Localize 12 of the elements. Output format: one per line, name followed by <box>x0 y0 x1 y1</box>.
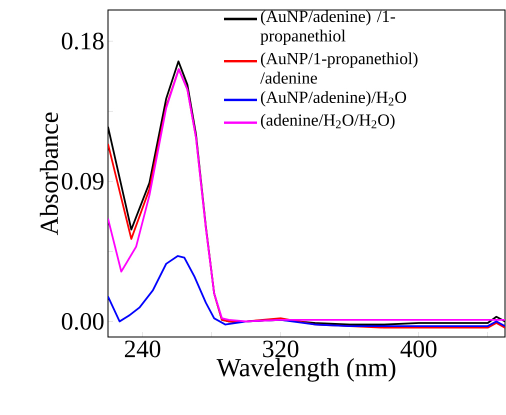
y-tick-label: 0.18 <box>62 32 104 50</box>
legend-label: (adenine/H$_{2}$O/H$_{2}$O) <box>260 114 395 130</box>
y-axis-title: Absorbance <box>40 112 58 236</box>
y-tick-label: 0.00 <box>62 312 104 330</box>
y-tick-label: 0.09 <box>62 172 104 190</box>
x-tick-label: 240 <box>124 340 160 358</box>
legend-label: (AuNP/1-propanethiol) /adenine <box>260 52 418 84</box>
legend-label: (AuNP/adenine)/H$_{2}$O <box>260 91 406 106</box>
legend-label: (AuNP/adenine) /1-propanethiol <box>260 10 396 45</box>
x-tick-label: 320 <box>263 340 298 358</box>
x-tick-label: 400 <box>400 340 436 358</box>
x-axis-title: Wavelength (nm) <box>216 358 396 382</box>
